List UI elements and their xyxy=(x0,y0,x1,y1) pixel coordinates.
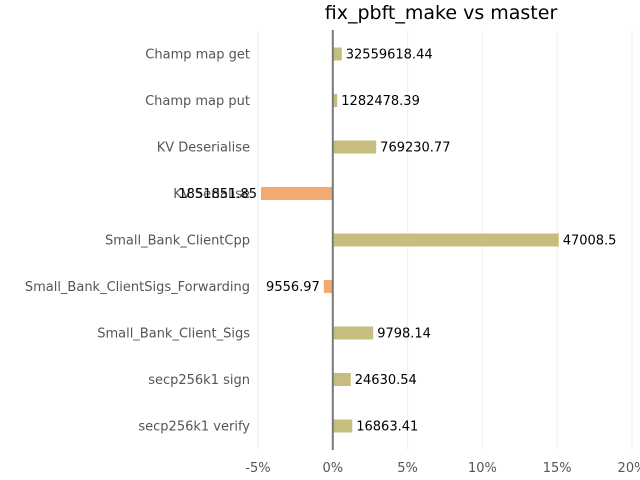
bar xyxy=(332,47,342,61)
x-tick-label: -5% xyxy=(245,461,270,476)
chart-title: fix_pbft_make vs master xyxy=(325,2,558,24)
bar xyxy=(332,326,374,340)
category-labels: Champ map get Champ map put KV Deserialise… xyxy=(25,48,250,435)
data-label: 9556.97 xyxy=(266,280,320,295)
x-tick-label: 5% xyxy=(397,461,418,476)
bar xyxy=(332,94,338,107)
bar xyxy=(332,419,353,433)
data-label: 1851851.85 xyxy=(178,187,257,202)
category-label: Small_Bank_Client_Sigs xyxy=(97,327,250,342)
bar xyxy=(332,373,351,386)
category-label: Champ map get xyxy=(145,48,250,63)
data-label: 16863.41 xyxy=(356,420,418,435)
category-label: KV Serialise xyxy=(173,187,250,202)
data-labels: 32559618.44 1282478.39 769230.77 1851851.85… xyxy=(178,48,616,435)
data-label: 769230.77 xyxy=(380,141,450,156)
category-label: Champ map put xyxy=(145,94,250,109)
bar xyxy=(332,140,377,154)
x-tick-labels: -5% 0% 5% 10% 15% 20% xyxy=(245,461,640,476)
data-label: 47008.5 xyxy=(563,234,617,249)
x-tick-label: 10% xyxy=(468,461,497,476)
bar xyxy=(260,187,333,200)
x-tick-label: 20% xyxy=(618,461,640,476)
data-label: 9798.14 xyxy=(377,327,431,342)
x-tick-label: 15% xyxy=(543,461,572,476)
category-label: KV Deserialise xyxy=(157,141,250,156)
category-label: secp256k1 verify xyxy=(138,420,250,435)
bars xyxy=(260,47,559,433)
data-label: 1282478.39 xyxy=(341,94,420,109)
category-label: Small_Bank_ClientSigs_Forwarding xyxy=(25,280,250,295)
data-label: 32559618.44 xyxy=(346,48,433,63)
category-label: Small_Bank_ClientCpp xyxy=(105,234,250,249)
data-label: 24630.54 xyxy=(355,373,417,388)
x-tick-label: 0% xyxy=(322,461,343,476)
bar xyxy=(332,233,559,247)
bar xyxy=(323,280,333,293)
category-label: secp256k1 sign xyxy=(148,373,250,388)
